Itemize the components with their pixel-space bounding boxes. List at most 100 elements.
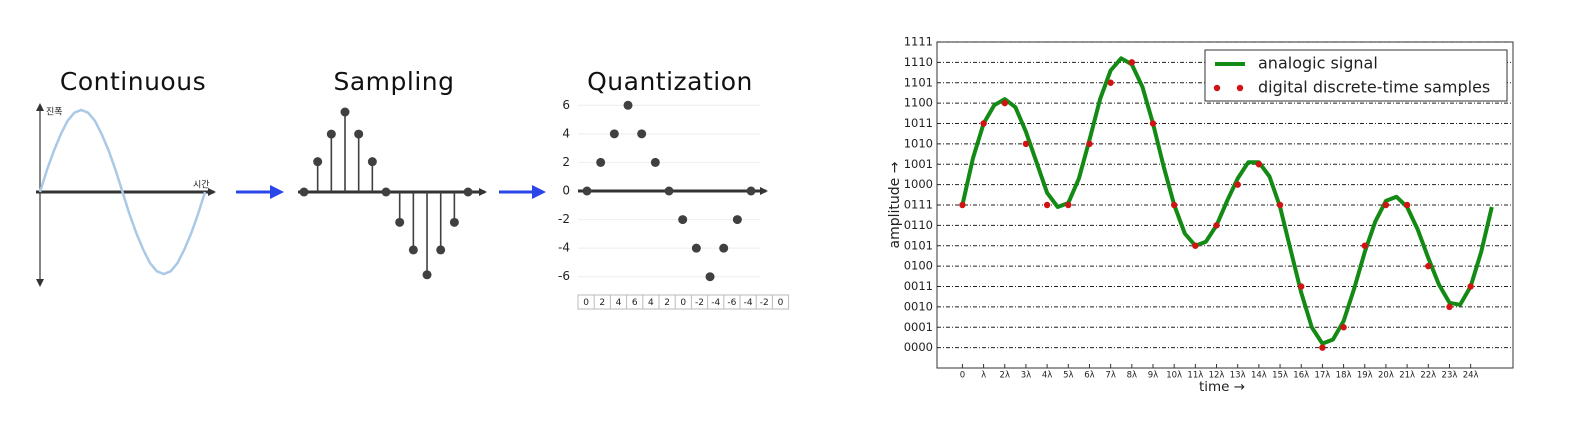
sample-dot xyxy=(1001,99,1008,107)
y-axis-label: 진폭 xyxy=(46,107,63,118)
table-cell: 4 xyxy=(616,298,622,308)
y-tick-label: 1111 xyxy=(904,35,933,49)
y-tick-label: -4 xyxy=(558,241,570,255)
sample-dot xyxy=(463,187,473,197)
sample-dot xyxy=(678,215,688,225)
y-tick-label: 0101 xyxy=(904,238,933,252)
y-tick-label: 1110 xyxy=(904,55,933,69)
sample-dot xyxy=(1255,161,1263,168)
sample-dot xyxy=(1319,344,1326,351)
sample-dot xyxy=(1192,242,1199,249)
x-tick-label: 12λ xyxy=(1209,371,1225,381)
table-cell: -6 xyxy=(727,298,736,308)
sample-dot xyxy=(637,129,647,139)
sample-dot xyxy=(1425,262,1432,270)
sample-dot xyxy=(980,120,987,127)
x-axis-label: time → xyxy=(1199,379,1245,395)
table-cell: 4 xyxy=(648,298,654,308)
x-tick-label: 6λ xyxy=(1084,371,1094,381)
x-tick-label: 7λ xyxy=(1105,371,1115,381)
x-tick-label: 22λ xyxy=(1420,371,1436,381)
x-tick-label: 10λ xyxy=(1166,371,1182,381)
table-cell: 2 xyxy=(664,298,670,308)
y-tick-label: 4 xyxy=(562,126,570,140)
legend-label: analogic signal xyxy=(1258,54,1378,73)
sample-dot xyxy=(1382,201,1390,209)
sample-dot xyxy=(664,186,674,196)
y-axis-label: amplitude → xyxy=(887,161,903,248)
panel-title: Sampling xyxy=(333,67,454,96)
x-tick-label: 4λ xyxy=(1042,371,1052,381)
analog-line xyxy=(960,56,1494,346)
x-tick-label: 5λ xyxy=(1063,371,1073,381)
table-cell: -2 xyxy=(695,298,704,308)
legend-box xyxy=(1204,49,1508,102)
y-tick-label: -2 xyxy=(558,212,570,226)
sample-dot xyxy=(313,157,323,167)
table-cell: 0 xyxy=(583,298,589,308)
y-tick-label: 0110 xyxy=(904,218,933,232)
sample-dot xyxy=(650,157,660,167)
x-tick-label: λ xyxy=(981,371,986,381)
sample-dot xyxy=(1234,181,1241,188)
sample-dot xyxy=(1086,140,1093,148)
y-tick-label: 1010 xyxy=(904,136,933,150)
y-tick-label: 0010 xyxy=(904,299,933,313)
signal-curve xyxy=(38,108,207,276)
sample-dot xyxy=(732,215,742,225)
sample-dot xyxy=(1298,283,1305,290)
y-tick-label: 0 xyxy=(562,184,570,198)
x-tick-label: 14λ xyxy=(1251,371,1267,381)
sample-dot xyxy=(1043,201,1051,209)
sample-dot xyxy=(1170,201,1178,209)
sample-dot xyxy=(1213,222,1220,229)
table-frame xyxy=(577,294,790,310)
x-tick-label: 11λ xyxy=(1187,371,1203,381)
y-tick-label: 2 xyxy=(562,155,570,169)
x-tick-label: 21λ xyxy=(1399,371,1415,381)
sample-dot xyxy=(340,107,350,117)
sample-dot xyxy=(746,186,756,196)
legend-label: digital discrete-time samples xyxy=(1258,78,1490,97)
sample-dot xyxy=(367,157,377,167)
x-tick-label: 15λ xyxy=(1272,371,1288,381)
sample-dot xyxy=(609,129,619,139)
sample-dot xyxy=(1065,201,1072,209)
x-tick-label: 0 xyxy=(960,371,965,381)
x-tick-label: 18λ xyxy=(1336,371,1352,381)
sample-dot xyxy=(1128,59,1136,66)
panel-title: Quantization xyxy=(587,67,753,96)
y-tick-label: 0100 xyxy=(904,259,933,273)
legend-swatch xyxy=(1213,84,1221,92)
sample-dot xyxy=(691,243,701,253)
table-cell: 0 xyxy=(778,298,784,308)
sample-dot xyxy=(1446,303,1453,311)
y-tick-label: 0001 xyxy=(904,320,933,334)
x-tick-label: 20λ xyxy=(1378,371,1394,381)
y-tick-label: 1001 xyxy=(904,157,933,171)
x-tick-label: 24λ xyxy=(1463,371,1479,381)
x-tick-label: 19λ xyxy=(1357,371,1373,381)
table-cell: 2 xyxy=(599,298,605,308)
table-cell: -4 xyxy=(711,298,720,308)
panel-title: Continuous xyxy=(60,67,206,96)
table-cell: -2 xyxy=(760,298,769,308)
y-tick-label: 0000 xyxy=(904,340,933,354)
sample-dot xyxy=(299,187,309,197)
x-tick-label: 8λ xyxy=(1127,371,1137,381)
sample-dot xyxy=(422,270,432,280)
sample-dot xyxy=(719,243,729,253)
sample-dot xyxy=(1403,201,1411,209)
x-tick-label: 17λ xyxy=(1314,371,1330,381)
x-tick-label: 2λ xyxy=(1000,371,1010,381)
y-tick-label: 1011 xyxy=(904,116,933,130)
x-tick-label: 23λ xyxy=(1442,371,1458,381)
table-cell: 6 xyxy=(632,298,638,308)
y-tick-label: 0111 xyxy=(904,198,933,212)
y-tick-label: 6 xyxy=(562,98,570,112)
sample-dot xyxy=(1467,283,1474,290)
x-tick-label: 3λ xyxy=(1021,371,1031,381)
sample-dot xyxy=(705,272,715,282)
